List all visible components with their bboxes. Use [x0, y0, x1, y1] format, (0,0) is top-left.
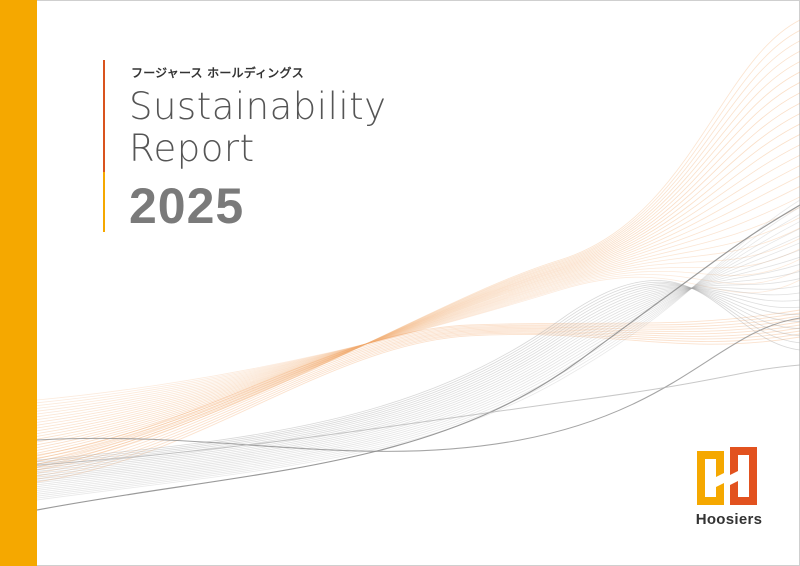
wave-line-gray — [36, 249, 800, 488]
wave-line-orange — [36, 186, 800, 426]
wave-line-orange-band — [36, 315, 800, 462]
wave-line-orange — [36, 227, 800, 415]
wave-line-orange — [36, 217, 800, 418]
wave-line-orange — [36, 19, 800, 471]
wave-line-orange — [36, 238, 800, 412]
report-title-line2: Report — [129, 127, 255, 170]
wave-line-orange-band — [36, 312, 800, 459]
side-band — [0, 0, 37, 566]
wave-line-orange — [36, 134, 800, 440]
wave-line-orange — [36, 258, 800, 406]
wave-line-orange — [36, 92, 800, 451]
wave-line-gray — [36, 235, 800, 491]
wave-line-gray — [36, 199, 800, 501]
wave-line-gray — [36, 281, 800, 463]
accent-line-top — [103, 60, 105, 172]
wave-line-orange — [36, 165, 800, 432]
wave-line-gray — [36, 286, 800, 470]
wave-line-orange — [36, 269, 800, 404]
wave-line-orange-band — [36, 327, 800, 474]
wave-line-orange — [36, 71, 800, 457]
wave-line-gray — [36, 287, 800, 476]
wave-line-gray-dark — [36, 364, 800, 466]
wave-line-orange — [36, 175, 800, 429]
wave-line-orange — [36, 82, 800, 454]
wave-line-gray — [36, 284, 800, 467]
wave-line-gray — [36, 287, 800, 474]
wave-line-gray — [36, 228, 800, 493]
report-title: Sustainability Report — [129, 86, 387, 170]
wave-line-gray — [36, 283, 800, 465]
wave-line-orange-band — [36, 334, 800, 483]
wave-line-orange-band — [36, 324, 800, 471]
wave-line-orange — [36, 123, 800, 443]
report-year: 2025 — [129, 178, 245, 234]
wave-line-gray-dark — [36, 204, 800, 511]
wave-line-orange — [36, 144, 800, 437]
wave-line-gray — [36, 213, 800, 497]
wave-line-gray — [36, 278, 800, 480]
wave-line-orange-band — [36, 309, 800, 456]
accent-line-bottom — [103, 172, 105, 232]
wave-line-orange — [36, 40, 800, 465]
wave-line-gray-dark — [36, 317, 800, 452]
wave-line-orange — [36, 50, 800, 462]
wave-line-gray — [36, 221, 800, 495]
wave-line-orange — [36, 206, 800, 420]
wave-line-orange-band — [36, 318, 800, 465]
wave-line-orange — [36, 102, 800, 448]
wave-line-gray — [36, 271, 800, 482]
wave-line-gray — [36, 285, 800, 478]
company-name: フージャース ホールディングス — [131, 66, 304, 80]
wave-line-orange — [36, 248, 800, 409]
wave-line-gray — [36, 242, 800, 489]
wave-line-orange-band — [36, 330, 800, 477]
wave-line-gray — [36, 285, 800, 469]
wave-line-orange — [36, 276, 800, 401]
report-title-line1: Sustainability — [129, 85, 387, 128]
brand-name: Hoosiers — [695, 511, 763, 528]
wave-line-gray — [36, 256, 800, 486]
wave-line-orange — [36, 61, 800, 460]
hoosiers-h-logo-icon — [697, 447, 757, 505]
wave-line-orange-band — [36, 321, 800, 468]
wave-line-orange-band — [36, 332, 800, 480]
wave-line-gray — [36, 206, 800, 499]
hoosiers-logo: Hoosiers — [691, 447, 767, 537]
wave-line-orange — [36, 196, 800, 423]
wave-line-gray — [36, 280, 800, 461]
wave-line-orange — [36, 30, 800, 468]
wave-line-gray — [36, 263, 800, 484]
wave-line-orange — [36, 154, 800, 434]
wave-line-orange — [36, 113, 800, 446]
wave-line-gray — [36, 287, 800, 472]
